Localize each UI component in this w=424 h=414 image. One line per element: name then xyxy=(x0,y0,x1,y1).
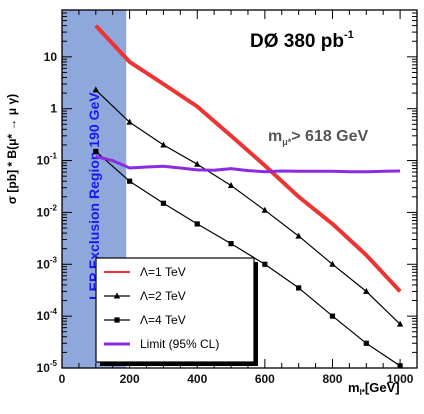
y-tick-label: 10-3 xyxy=(37,255,58,271)
legend-label-0: Λ=1 TeV xyxy=(140,265,186,279)
x-tick-label: 200 xyxy=(120,372,140,386)
series-line-0 xyxy=(94,24,402,293)
x-tick-label: 1000 xyxy=(387,372,414,386)
series-1-point-3 xyxy=(194,160,201,167)
series-2-point-6 xyxy=(296,285,302,291)
y-tick-label: 10-4 xyxy=(37,307,58,323)
chart-title: DØ 380 pb-1 xyxy=(250,29,354,52)
exclusion-region-label: LEP Exclusion Region 190 GeV xyxy=(86,92,102,300)
y-tick-label: 1 xyxy=(50,102,57,116)
x-axis-label: ml*[GeV] xyxy=(348,380,400,397)
x-tick-label: 400 xyxy=(187,372,207,386)
y-tick-label: 10-2 xyxy=(37,203,58,219)
legend-marker-2 xyxy=(114,317,120,323)
series-line-2 xyxy=(95,150,401,367)
y-axis-label: σ [pb] * B(μ* → μ γ) xyxy=(5,94,19,204)
legend-label-1: Λ=2 TeV xyxy=(140,289,186,303)
plot-frame xyxy=(61,9,418,369)
series-2-point-1 xyxy=(127,178,133,184)
x-tick-label: 600 xyxy=(255,372,275,386)
series-1-point-2 xyxy=(160,141,167,148)
series-2-point-4 xyxy=(228,241,234,247)
x-tick-label: 0 xyxy=(59,372,66,386)
series-1-point-6 xyxy=(295,232,302,239)
legend-label-3: Limit (95% CL) xyxy=(140,337,219,351)
series-2-point-2 xyxy=(160,200,167,206)
series-line-3 xyxy=(95,155,401,174)
legend-marker-1 xyxy=(113,292,121,299)
series-2-point-5 xyxy=(262,261,268,267)
y-tick-label: 10-1 xyxy=(37,152,58,168)
series-2-point-8 xyxy=(363,340,369,346)
series-2-point-7 xyxy=(329,313,336,319)
y-tick-label: 10-5 xyxy=(37,359,58,375)
series-1-point-5 xyxy=(261,206,269,213)
mass-limit-annotation: mμ*> 618 GeV xyxy=(268,128,369,147)
x-tick-label: 800 xyxy=(322,372,342,386)
legend-label-2: Λ=4 TeV xyxy=(140,313,186,327)
series-1-point-8 xyxy=(363,287,370,294)
y-tick-label: 10 xyxy=(44,50,58,64)
series-1-point-0 xyxy=(92,86,100,93)
series-line-1 xyxy=(95,89,401,325)
series-1-point-1 xyxy=(126,118,133,125)
series-1-point-4 xyxy=(227,182,235,189)
series-1-point-9 xyxy=(396,320,404,327)
series-2-point-0 xyxy=(93,148,99,155)
series-1-point-7 xyxy=(329,260,336,267)
series-2-point-3 xyxy=(194,221,200,227)
